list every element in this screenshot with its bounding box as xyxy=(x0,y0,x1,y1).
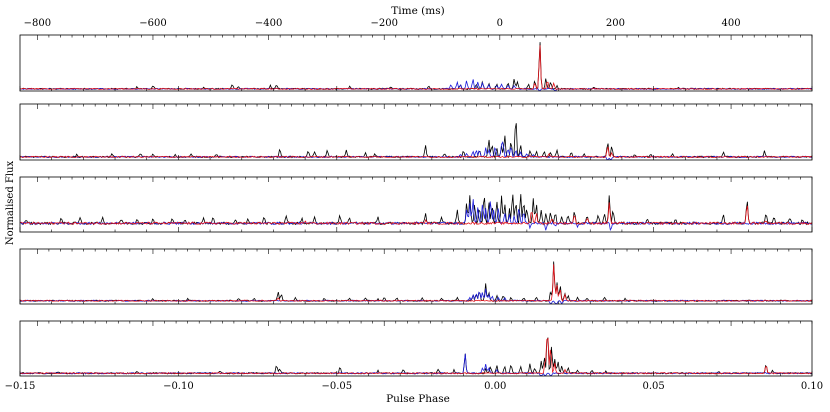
top-tick-label: −200 xyxy=(370,18,397,29)
series-circular-panel-3 xyxy=(19,199,813,231)
top-tick-labels: −800 −600 −400 −200 0 200 400 xyxy=(24,18,741,29)
panel-frame-2 xyxy=(19,103,813,161)
top-axis-label: Time (ms) xyxy=(391,5,444,17)
series-total-intensity-panel-1 xyxy=(19,42,813,91)
series-total-intensity-panel-5 xyxy=(19,337,813,375)
panel-frame-1 xyxy=(19,34,813,92)
x-axis-label: Pulse Phase xyxy=(386,393,450,405)
series-linear-panel-2 xyxy=(19,146,813,159)
x-tick-label: −0.15 xyxy=(5,381,36,392)
top-tick-label: −800 xyxy=(24,18,51,29)
panel-1 xyxy=(19,34,813,92)
panel-frame-5 xyxy=(19,320,813,377)
series-linear-panel-4 xyxy=(19,264,813,302)
y-axis-label: Normalised Flux xyxy=(5,161,16,246)
top-tick-label: −600 xyxy=(139,18,166,29)
series-linear-panel-3 xyxy=(19,202,813,226)
series-total-intensity-panel-2 xyxy=(19,123,813,159)
panel-frame-3 xyxy=(19,176,813,233)
series-total-intensity-panel-3 xyxy=(19,194,813,226)
panel-2 xyxy=(19,103,813,161)
series-circular-panel-5 xyxy=(19,353,813,376)
top-tick-label: 200 xyxy=(606,18,625,29)
top-tick-label: 0 xyxy=(497,18,503,29)
panel-frame-4 xyxy=(19,248,813,305)
panels xyxy=(19,34,813,377)
panel-4 xyxy=(19,248,813,305)
panel-5 xyxy=(19,320,813,377)
panel-3 xyxy=(19,176,813,233)
top-tick-label: 400 xyxy=(722,18,741,29)
series-linear-panel-1 xyxy=(19,45,813,90)
x-tick-label: 0.10 xyxy=(801,381,823,392)
x-tick-label: −0.10 xyxy=(163,381,194,392)
x-tick-label: 0.00 xyxy=(484,381,506,392)
x-tick-label: 0.05 xyxy=(642,381,664,392)
bottom-tick-labels: −0.15 −0.10 −0.05 0.00 0.05 0.10 xyxy=(5,381,823,392)
series-linear-panel-5 xyxy=(19,337,813,375)
top-tick-label: −400 xyxy=(255,18,282,29)
series-total-intensity-panel-4 xyxy=(19,261,813,303)
x-tick-label: −0.05 xyxy=(321,381,352,392)
